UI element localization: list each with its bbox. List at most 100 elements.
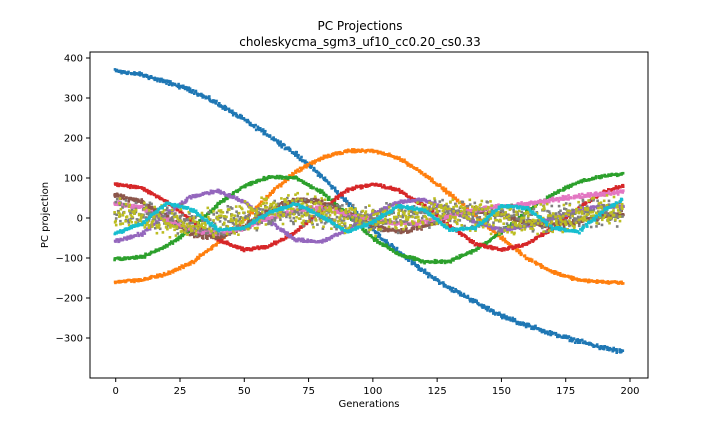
data-point: [593, 279, 596, 283]
data-point: [121, 70, 125, 73]
data-point: [512, 226, 516, 230]
data-point: [188, 90, 191, 94]
data-point: [540, 225, 544, 228]
data-point: [350, 150, 354, 154]
data-point: [121, 184, 124, 187]
data-point: [500, 313, 503, 317]
data-point: [303, 240, 307, 243]
data-point: [472, 250, 475, 253]
data-point: [420, 267, 423, 271]
data-point: [484, 224, 488, 228]
data-point: [584, 279, 587, 283]
data-point: [319, 191, 322, 194]
data-point: [403, 255, 406, 259]
data-point: [333, 186, 336, 190]
data-point: [215, 99, 218, 103]
data-point: [296, 169, 299, 172]
data-point: [571, 183, 574, 187]
data-point: [302, 197, 305, 200]
data-point: [141, 234, 144, 237]
data-point: [494, 247, 498, 250]
data-point: [329, 184, 333, 187]
data-point: [118, 256, 122, 260]
data-point: [369, 150, 372, 153]
data-point: [202, 253, 205, 256]
data-point: [352, 186, 356, 190]
data-point: [397, 201, 401, 204]
data-point: [304, 164, 308, 168]
data-point: [399, 231, 403, 235]
data-point: [569, 336, 573, 340]
data-point: [348, 149, 351, 152]
data-point: [576, 341, 580, 344]
data-point: [551, 332, 554, 336]
data-point: [157, 77, 161, 81]
data-point: [136, 185, 140, 188]
data-point: [472, 240, 475, 243]
data-point: [420, 228, 423, 231]
data-point: [206, 96, 209, 100]
data-point: [412, 166, 415, 169]
data-point: [379, 151, 383, 154]
data-point: [521, 244, 524, 248]
data-point: [318, 159, 321, 162]
data-point: [384, 229, 387, 232]
data-point: [491, 225, 495, 229]
data-point: [280, 145, 283, 149]
data-point: [306, 183, 310, 187]
data-point: [388, 152, 391, 156]
data-point: [417, 266, 421, 269]
data-point: [296, 156, 300, 159]
data-point: [278, 144, 281, 147]
data-point: [378, 225, 381, 229]
data-point: [316, 174, 320, 177]
data-point: [197, 194, 200, 198]
data-point: [562, 225, 566, 229]
data-point: [127, 278, 131, 282]
data-point: [268, 244, 271, 247]
data-point: [526, 324, 529, 327]
data-point: [408, 255, 412, 258]
data-point: [569, 185, 572, 188]
data-point: [479, 242, 482, 246]
data-point: [185, 199, 189, 202]
data-point: [123, 236, 127, 240]
data-point: [306, 239, 309, 243]
data-point: [432, 276, 435, 280]
data-point: [116, 238, 120, 241]
data-point: [239, 199, 243, 202]
data-point: [175, 84, 179, 88]
data-point: [220, 238, 224, 242]
data-point: [293, 176, 297, 180]
data-point: [548, 195, 552, 199]
data-point: [367, 214, 371, 217]
data-point: [145, 277, 148, 281]
data-point: [445, 285, 448, 289]
data-point: [165, 200, 169, 203]
data-point: [265, 133, 269, 137]
data-point: [566, 184, 570, 188]
data-point: [549, 333, 553, 337]
data-point: [116, 203, 120, 207]
data-point: [522, 323, 526, 327]
data-point: [159, 213, 163, 216]
data-point: [443, 259, 447, 263]
data-point: [449, 191, 452, 195]
data-point: [121, 202, 125, 206]
data-point: [117, 200, 121, 203]
data-point: [412, 261, 415, 264]
data-point: [448, 225, 451, 228]
data-point: [332, 199, 336, 202]
data-point: [405, 226, 408, 230]
data-point: [297, 228, 301, 232]
data-point: [567, 335, 571, 338]
data-point: [296, 200, 300, 203]
data-point: [170, 270, 174, 273]
data-point: [284, 232, 287, 236]
data-point: [155, 78, 158, 81]
data-point: [143, 232, 147, 235]
data-point: [481, 243, 485, 246]
data-point: [616, 174, 619, 178]
data-point: [596, 280, 600, 283]
data-point: [558, 272, 562, 275]
